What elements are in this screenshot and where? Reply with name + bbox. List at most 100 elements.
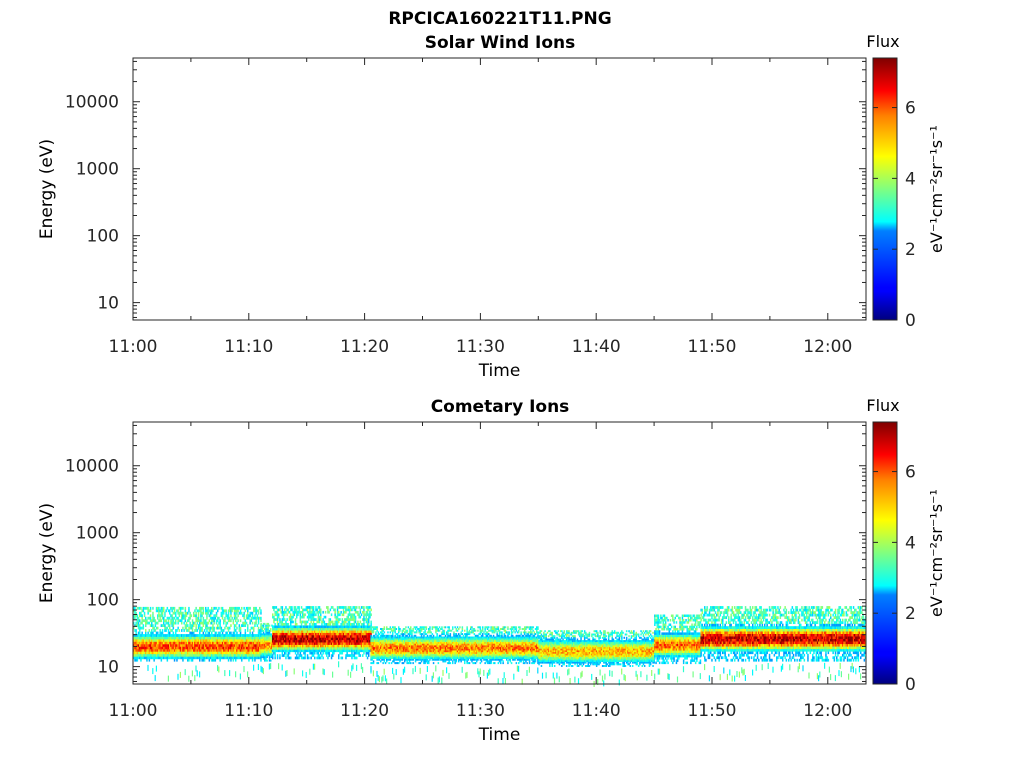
- heat-cell: [161, 624, 164, 627]
- heat-cell: [454, 626, 456, 629]
- heat-cell: [184, 669, 186, 676]
- heat-cell: [398, 631, 400, 634]
- heat-cell: [464, 636, 466, 639]
- heat-cell: [408, 660, 411, 663]
- heat-cell: [276, 627, 279, 631]
- heat-cell: [236, 653, 238, 657]
- heat-cell: [154, 621, 157, 625]
- heat-cell: [305, 627, 308, 631]
- heat-cell: [394, 643, 396, 646]
- heat-cell: [380, 638, 382, 641]
- heat-cell: [405, 646, 407, 649]
- heat-cell: [265, 643, 267, 646]
- heat-cell: [338, 620, 340, 624]
- heat-cell: [416, 648, 418, 651]
- heat-cell: [188, 606, 190, 610]
- heat-cell: [352, 642, 354, 645]
- heat-cell: [239, 636, 242, 640]
- heat-cell: [189, 639, 191, 642]
- heat-cell: [152, 616, 154, 620]
- heat-cell: [370, 634, 372, 637]
- heat-cell: [411, 651, 413, 654]
- heat-cell: [225, 609, 227, 613]
- heat-cell: [432, 645, 435, 648]
- heat-cell: [466, 651, 468, 654]
- heat-cell: [255, 619, 257, 623]
- heat-cell: [303, 625, 305, 629]
- heat-cell: [170, 619, 172, 623]
- heat-cell: [182, 648, 184, 652]
- heat-cell: [136, 624, 139, 627]
- heat-cell: [400, 633, 402, 636]
- heat-cell: [163, 651, 165, 655]
- heat-cell: [268, 650, 271, 653]
- heat-cell: [327, 635, 329, 638]
- heat-cell: [369, 632, 371, 636]
- heat-cell: [369, 610, 371, 614]
- heat-cell: [413, 631, 416, 634]
- heat-cell: [432, 640, 435, 642]
- heat-cell: [362, 635, 364, 638]
- heat-cell: [358, 613, 360, 617]
- heat-cell: [467, 646, 470, 649]
- heat-cell: [364, 642, 366, 645]
- heat-cell: [203, 629, 206, 632]
- heat-cell: [248, 646, 250, 650]
- heat-cell: [259, 646, 261, 650]
- heat-cell: [202, 606, 205, 610]
- heat-cell: [426, 648, 429, 651]
- heat-cell: [215, 646, 218, 650]
- heat-cell: [382, 657, 384, 659]
- heat-cell: [175, 644, 177, 647]
- heat-cell: [260, 609, 262, 613]
- heat-cell: [346, 618, 348, 621]
- heat-cell: [225, 656, 227, 660]
- heat-cell: [351, 627, 353, 631]
- heat-cell: [238, 636, 241, 640]
- heat-cell: [452, 638, 454, 641]
- heat-cell: [202, 641, 205, 645]
- heat-cell: [261, 640, 264, 643]
- heat-cell: [172, 606, 175, 610]
- heat-cell: [166, 636, 169, 640]
- heat-cell: [266, 636, 268, 639]
- heat-cell: [378, 676, 380, 683]
- heat-cell: [467, 648, 470, 651]
- heat-cell: [318, 647, 321, 650]
- heat-cell: [448, 660, 450, 663]
- heat-cell: [387, 645, 389, 648]
- heat-cell: [183, 648, 185, 652]
- heat-cell: [347, 623, 350, 626]
- heat-cell: [239, 646, 242, 650]
- heat-cell: [303, 656, 305, 660]
- heat-cell: [327, 642, 329, 645]
- heat-cell: [285, 644, 287, 648]
- heat-cell: [428, 636, 430, 639]
- heat-cell: [459, 653, 461, 656]
- heat-cell: [364, 647, 366, 650]
- heat-cell: [410, 653, 412, 656]
- heat-cell: [328, 642, 330, 645]
- heat-cell: [245, 641, 248, 645]
- heat-cell: [230, 614, 232, 618]
- heat-cell: [363, 608, 365, 612]
- heat-cell: [157, 626, 159, 630]
- heat-cell: [467, 662, 470, 665]
- heat-cell: [185, 621, 188, 625]
- heat-cell: [278, 644, 280, 648]
- heat-cell: [318, 642, 321, 645]
- heat-cell: [402, 641, 405, 644]
- heat-cell: [316, 649, 318, 653]
- heat-cell: [247, 606, 249, 610]
- heat-cell: [315, 635, 317, 638]
- heat-cell: [309, 651, 311, 655]
- heat-cell: [178, 648, 181, 652]
- heat-cell: [424, 636, 426, 639]
- heat-cell: [135, 634, 137, 637]
- heat-cell: [264, 635, 266, 638]
- heat-cell: [321, 630, 323, 633]
- heat-cell: [388, 628, 390, 630]
- heat-cell: [178, 606, 181, 610]
- heat-cell: [359, 649, 362, 653]
- heat-cell: [414, 628, 417, 630]
